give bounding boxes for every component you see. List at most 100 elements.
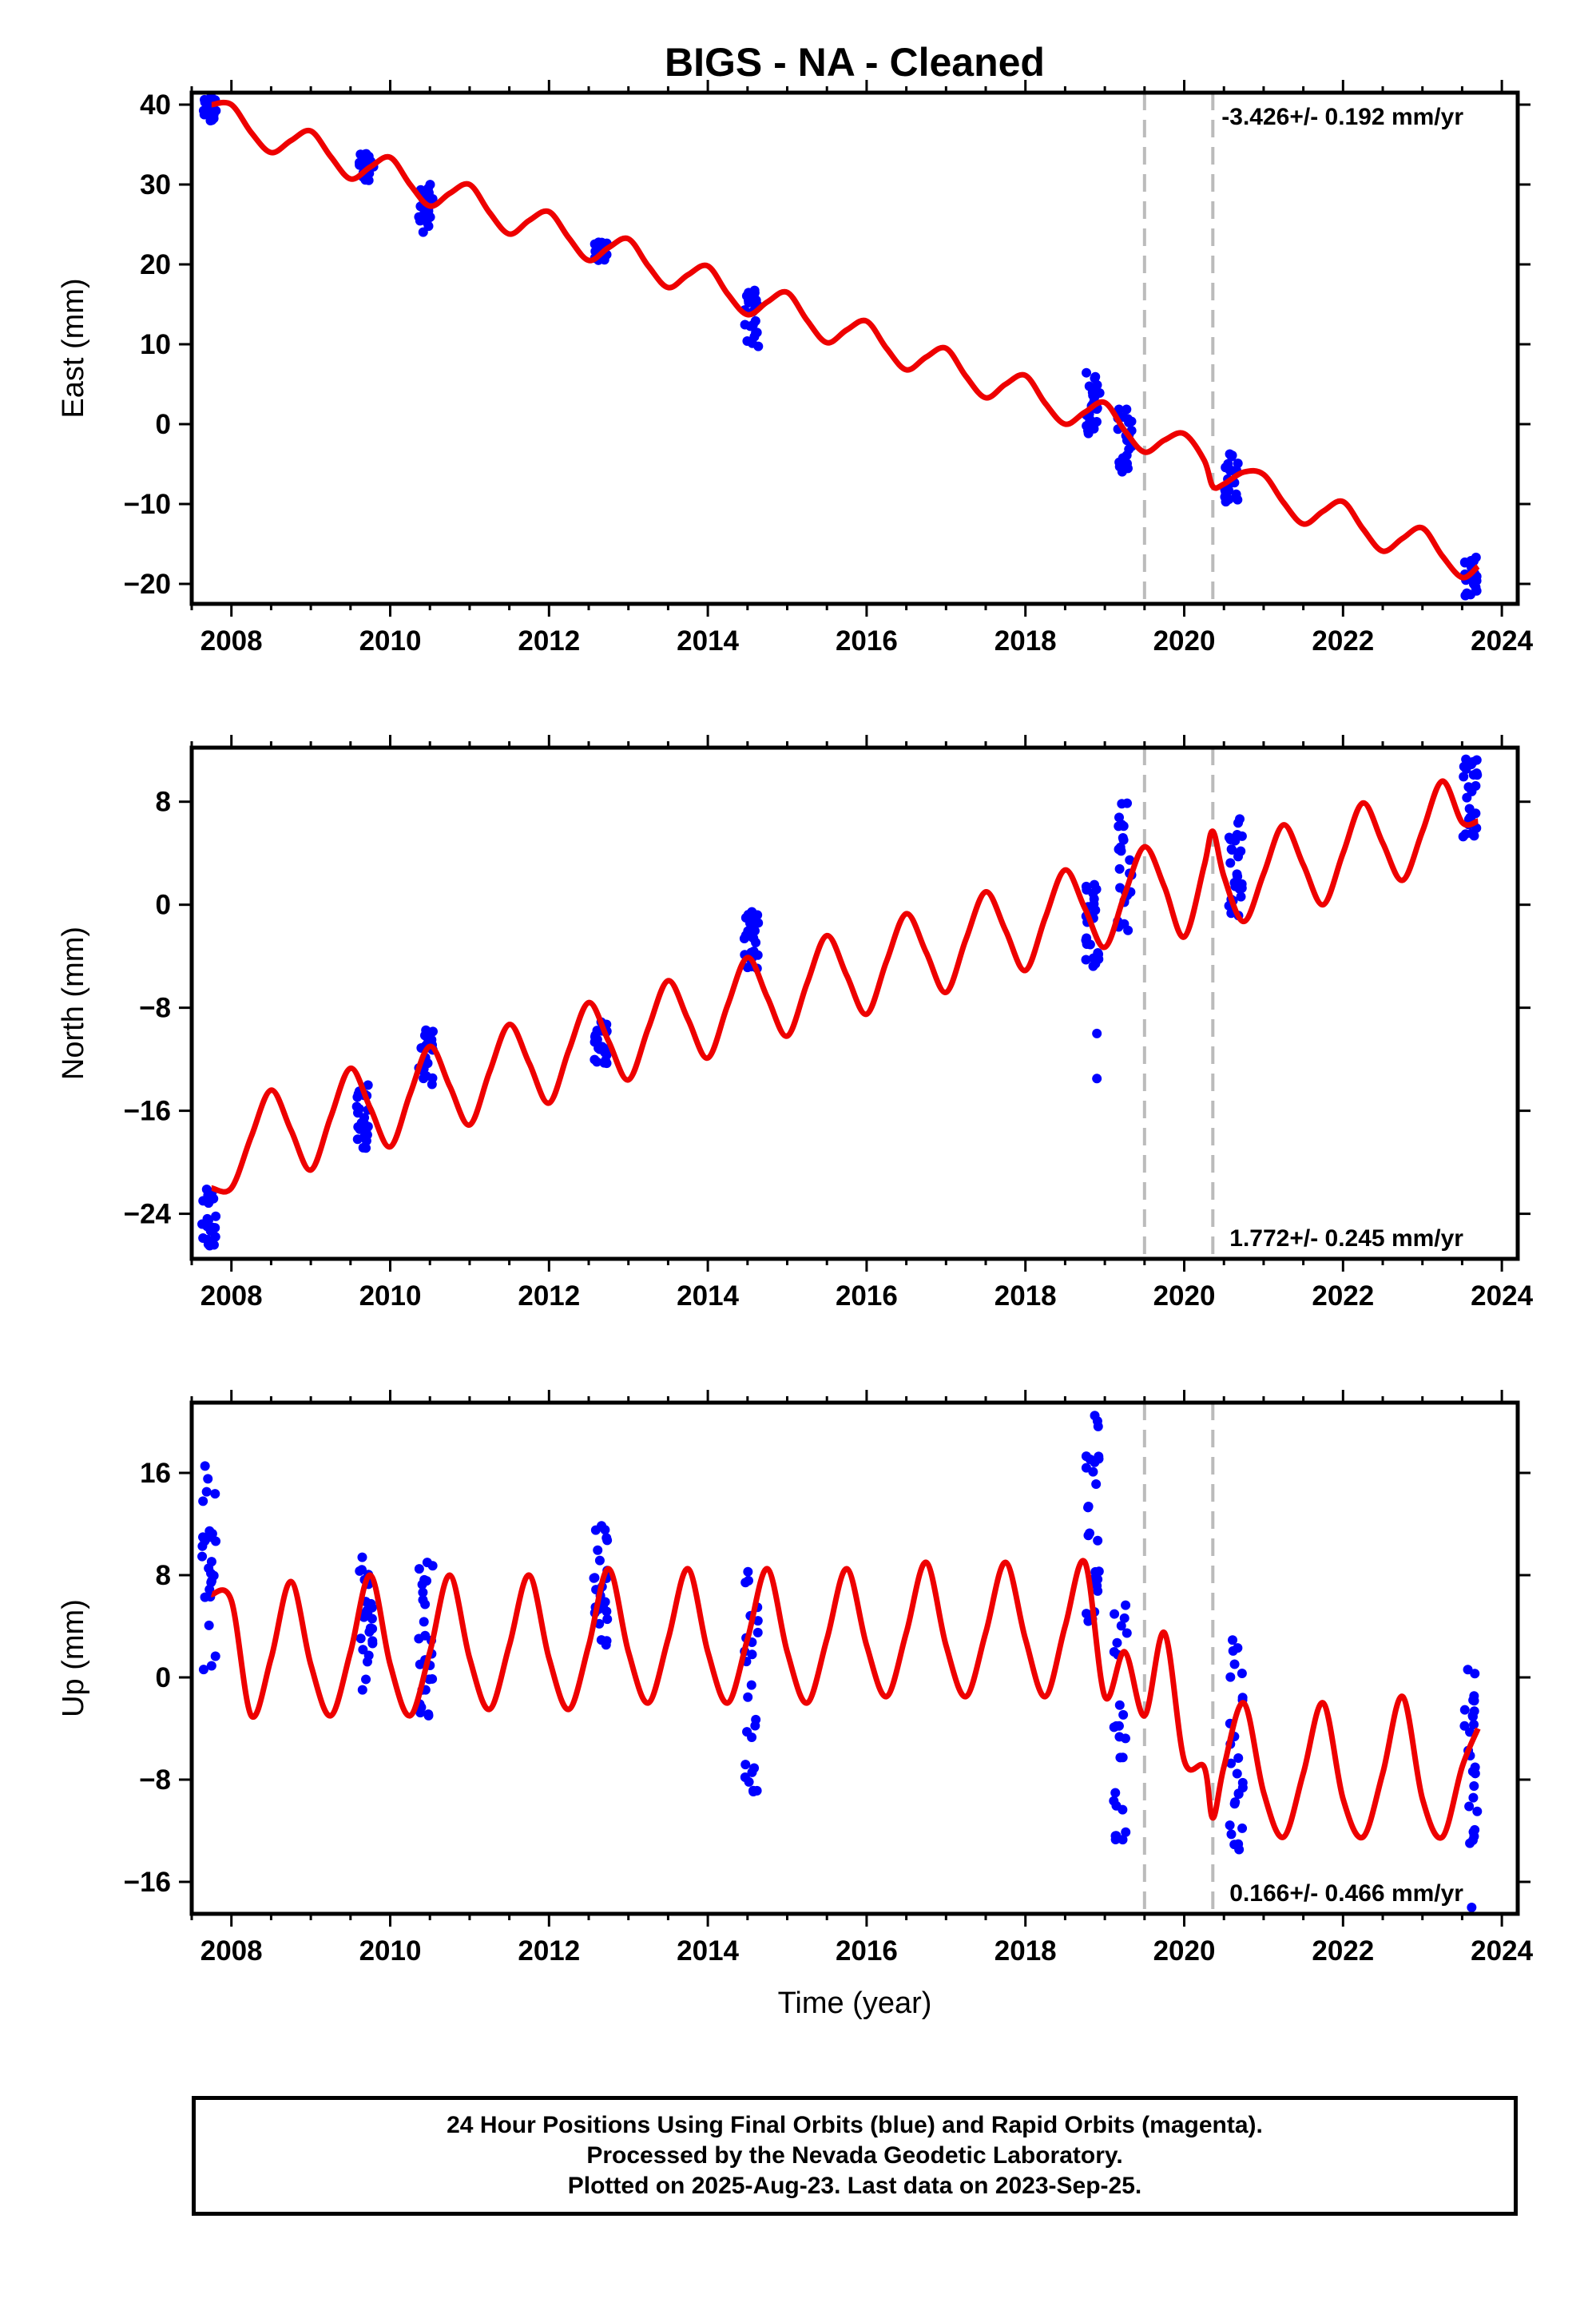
data-point bbox=[1228, 1635, 1238, 1645]
y-tick-label: 10 bbox=[140, 329, 171, 360]
data-point bbox=[360, 1129, 371, 1140]
data-point bbox=[1237, 1782, 1248, 1792]
data-point bbox=[422, 1576, 432, 1586]
x-tick-label: 2024 bbox=[1471, 1280, 1533, 1312]
data-point bbox=[1090, 905, 1101, 915]
y-tick-label: −20 bbox=[124, 569, 171, 600]
data-point bbox=[743, 910, 753, 920]
data-point bbox=[1236, 891, 1246, 902]
data-point bbox=[367, 1638, 378, 1649]
velocity-rate-label: -3.426+/- 0.192 mm/yr bbox=[1221, 104, 1463, 130]
data-point bbox=[1093, 1535, 1103, 1546]
footer-line-2: Processed by the Nevada Geodetic Laborat… bbox=[586, 2142, 1123, 2169]
data-point bbox=[367, 1613, 377, 1624]
x-tick-label: 2012 bbox=[518, 625, 580, 657]
data-point bbox=[1229, 1659, 1240, 1669]
data-point bbox=[1234, 883, 1245, 894]
footer-line-1: 24 Hour Positions Using Final Orbits (bl… bbox=[447, 2112, 1263, 2138]
data-point bbox=[367, 1602, 377, 1613]
data-point bbox=[1237, 1693, 1248, 1703]
data-point bbox=[1118, 1709, 1129, 1720]
data-point bbox=[1083, 1616, 1094, 1626]
data-point bbox=[740, 1760, 751, 1770]
data-point bbox=[1467, 1711, 1478, 1721]
x-tick-label: 2022 bbox=[1312, 1280, 1374, 1312]
y-axis-label: Up (mm) bbox=[57, 1599, 90, 1717]
data-point bbox=[750, 316, 760, 326]
y-tick-label: 30 bbox=[140, 169, 171, 200]
data-point bbox=[752, 1627, 763, 1637]
plot-frame bbox=[189, 1400, 1520, 1916]
data-point bbox=[364, 1627, 375, 1637]
data-point bbox=[1090, 385, 1101, 395]
x-tick-label: 2022 bbox=[1312, 625, 1374, 657]
data-point bbox=[1112, 1637, 1122, 1648]
data-point bbox=[197, 1551, 208, 1562]
data-point bbox=[425, 212, 435, 222]
data-point bbox=[601, 1636, 612, 1646]
data-point bbox=[1122, 798, 1133, 808]
data-point bbox=[743, 1566, 753, 1577]
data-point bbox=[1119, 1613, 1130, 1623]
data-point bbox=[1116, 1621, 1126, 1631]
data-point bbox=[1458, 832, 1468, 842]
data-point bbox=[1459, 558, 1470, 568]
data-point bbox=[1471, 768, 1482, 778]
data-point bbox=[590, 1054, 600, 1065]
model-curve bbox=[211, 99, 1480, 581]
data-point bbox=[1231, 489, 1241, 499]
x-tick-label: 2008 bbox=[200, 625, 263, 657]
data-point bbox=[352, 1134, 363, 1145]
data-point bbox=[1120, 1733, 1130, 1744]
data-point bbox=[1122, 450, 1132, 460]
data-point bbox=[363, 1080, 373, 1090]
x-tick-label: 2024 bbox=[1471, 625, 1533, 657]
data-point bbox=[1094, 1451, 1104, 1462]
data-point bbox=[1225, 449, 1235, 459]
data-point bbox=[210, 1232, 220, 1242]
data-point bbox=[205, 1240, 216, 1250]
x-tick-label: 2010 bbox=[359, 1935, 422, 1967]
data-point bbox=[1464, 804, 1475, 814]
data-point bbox=[420, 1599, 431, 1610]
data-point bbox=[1233, 1643, 1243, 1653]
data-point bbox=[203, 1474, 213, 1484]
data-point bbox=[1233, 818, 1244, 828]
data-point bbox=[1471, 552, 1481, 562]
panels-container: 2008 2010 2012 2014 2016 2018 2020 2022 2024−20−… bbox=[57, 80, 1534, 1967]
panel-north: 2008 2010 2012 2014 2016 2018 2020 2022 2024 −24 −… bbox=[57, 735, 1534, 1312]
data-point bbox=[1464, 1801, 1475, 1812]
data-point bbox=[1237, 1669, 1247, 1679]
panel-up: 2008 2010 2012 2014 2016 2018 2020 2022 2024 −16 −… bbox=[57, 1390, 1534, 1967]
x-tick-label: 2008 bbox=[200, 1935, 263, 1967]
data-point bbox=[1082, 367, 1092, 378]
data-point bbox=[210, 1651, 220, 1661]
chart-title: BIGS - NA - Cleaned bbox=[665, 40, 1045, 85]
model-curve bbox=[210, 1558, 1481, 1841]
data-point bbox=[1469, 1696, 1479, 1706]
data-point bbox=[1111, 1721, 1122, 1731]
y-tick-label: 0 bbox=[156, 890, 171, 921]
data-point bbox=[1469, 1719, 1479, 1729]
x-tick-label: 2016 bbox=[836, 1935, 898, 1967]
y-tick-label: −8 bbox=[139, 1764, 171, 1796]
data-point bbox=[751, 295, 761, 305]
data-point bbox=[751, 1714, 761, 1725]
data-point bbox=[1226, 465, 1237, 475]
data-point bbox=[593, 1545, 603, 1555]
data-point bbox=[1468, 1792, 1479, 1803]
data-point bbox=[201, 1195, 212, 1205]
data-point bbox=[744, 1776, 754, 1787]
data-point bbox=[1122, 462, 1132, 472]
data-point bbox=[210, 1489, 220, 1499]
data-point bbox=[210, 1223, 220, 1233]
x-tick-label: 2020 bbox=[1153, 625, 1216, 657]
x-axis-label: Time (year) bbox=[778, 1987, 932, 2020]
data-point bbox=[427, 1673, 438, 1684]
data-point bbox=[743, 926, 753, 936]
data-point bbox=[1226, 1829, 1237, 1840]
data-point bbox=[203, 1215, 213, 1225]
data-point bbox=[1229, 1799, 1240, 1809]
data-point bbox=[357, 1552, 367, 1562]
data-point bbox=[419, 1030, 430, 1041]
